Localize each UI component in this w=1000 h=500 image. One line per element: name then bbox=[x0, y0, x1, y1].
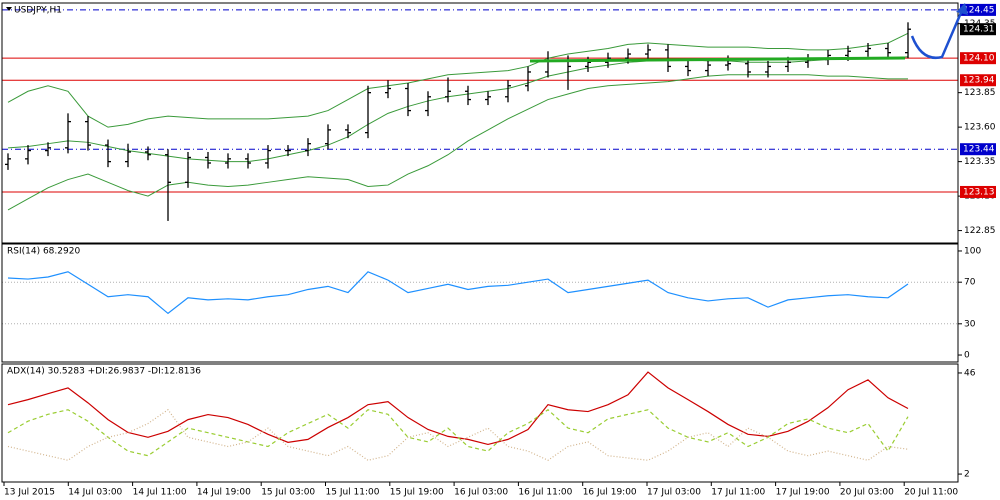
x-tick-label: 16 Jul 03:00 bbox=[454, 488, 508, 498]
level-box bbox=[960, 3, 996, 16]
x-tick-label: 17 Jul 19:00 bbox=[776, 488, 830, 498]
bollinger-band bbox=[7, 74, 908, 211]
support-line bbox=[529, 56, 906, 63]
rsi-frame bbox=[1, 243, 959, 363]
y-tick-label: 100 bbox=[964, 246, 981, 256]
last-price-label: 124.31 bbox=[963, 25, 995, 35]
x-tick-label: 16 Jul 11:00 bbox=[518, 488, 572, 498]
y-tick-label: 46 bbox=[964, 368, 976, 378]
panel-title: RSI(14) 68.2920 bbox=[7, 247, 80, 257]
x-tick-label: 16 Jul 19:00 bbox=[583, 488, 637, 498]
arrow-head bbox=[956, 3, 968, 15]
x-tick-label: 14 Jul 11:00 bbox=[133, 488, 187, 498]
y-tick-label: 2 bbox=[964, 470, 970, 480]
x-tick-label: 13 Jul 2015 bbox=[4, 488, 55, 498]
plot-layer: 124.35123.85123.60123.35123.10122.85124.… bbox=[2, 3, 996, 498]
bollinger-band bbox=[7, 56, 909, 163]
level-label: 123.44 bbox=[963, 145, 995, 155]
x-tick-label: 20 Jul 03:00 bbox=[840, 488, 894, 498]
level-label: 124.45 bbox=[963, 5, 995, 15]
panel-title: USDJPY,H1 bbox=[14, 6, 62, 16]
x-tick-label: 17 Jul 11:00 bbox=[711, 488, 765, 498]
y-tick-label: 30 bbox=[964, 319, 976, 329]
y-tick-label: 123.60 bbox=[964, 123, 996, 133]
level-box bbox=[960, 185, 996, 198]
bollinger-band bbox=[7, 32, 909, 128]
x-tick-label: 20 Jul 11:00 bbox=[904, 488, 958, 498]
level-label: 124.10 bbox=[963, 54, 995, 64]
y-tick-label: 123.35 bbox=[964, 157, 996, 167]
x-tick-label: 14 Jul 19:00 bbox=[197, 488, 251, 498]
symbol-marker bbox=[6, 7, 12, 11]
panel-title: ADX(14) 30.5283 +DI:26.9837 -DI:12.8136 bbox=[7, 367, 201, 377]
price-frame bbox=[1, 2, 959, 244]
indicator-line bbox=[7, 408, 909, 461]
level-box bbox=[960, 52, 996, 65]
level-label: 123.94 bbox=[963, 76, 995, 86]
x-tick-label: 14 Jul 03:00 bbox=[68, 488, 122, 498]
last-price-box bbox=[960, 23, 996, 36]
y-tick-label: 70 bbox=[964, 278, 976, 288]
level-label: 123.13 bbox=[963, 187, 995, 197]
adx-frame bbox=[1, 363, 959, 483]
forecast-arrow bbox=[910, 7, 965, 60]
x-tick-label: 15 Jul 19:00 bbox=[390, 488, 444, 498]
y-tick-label: 123.85 bbox=[964, 88, 996, 98]
indicator-line bbox=[7, 408, 909, 457]
x-tick-label: 15 Jul 03:00 bbox=[261, 488, 315, 498]
indicator-line bbox=[7, 271, 909, 315]
y-tick-label: 122.85 bbox=[964, 226, 996, 236]
level-box bbox=[960, 74, 996, 87]
level-box bbox=[960, 143, 996, 156]
x-tick-label: 15 Jul 11:00 bbox=[326, 488, 380, 498]
x-tick-label: 17 Jul 03:00 bbox=[647, 488, 701, 498]
y-tick-label: 0 bbox=[964, 351, 970, 361]
